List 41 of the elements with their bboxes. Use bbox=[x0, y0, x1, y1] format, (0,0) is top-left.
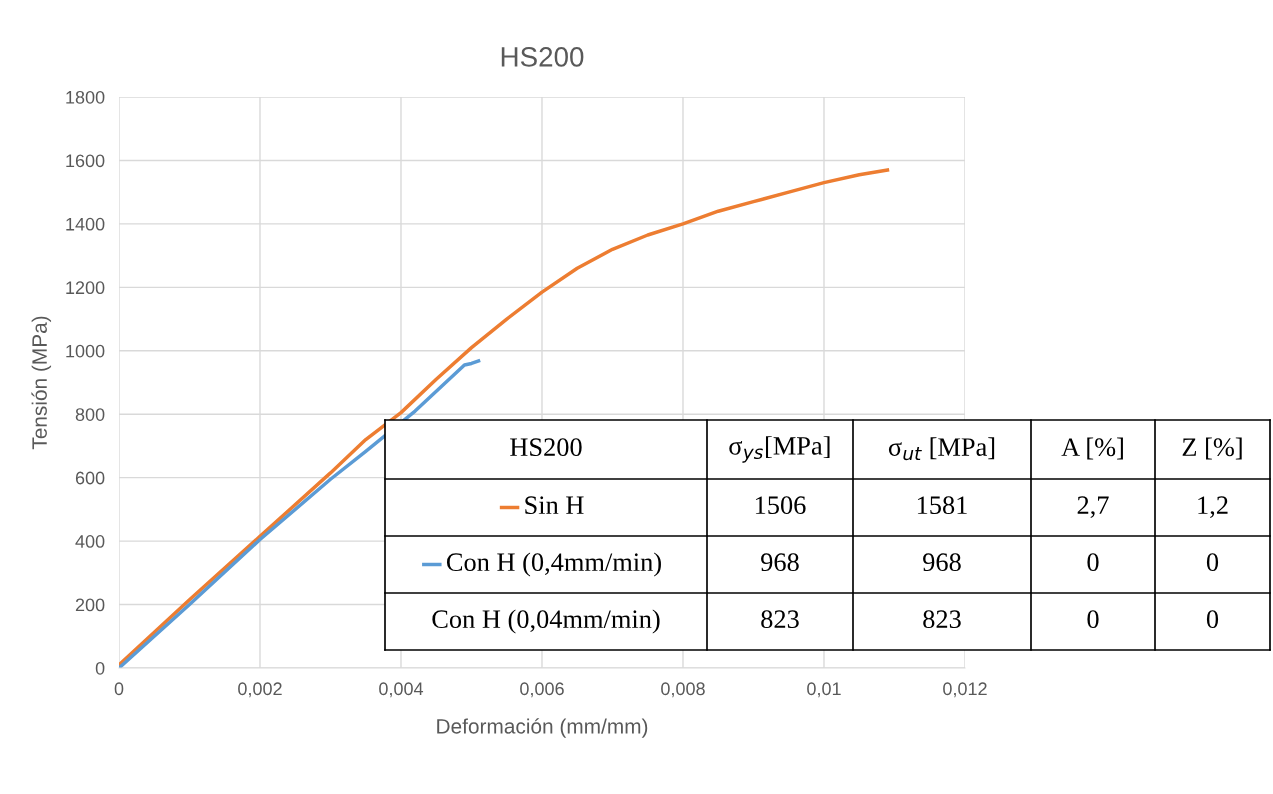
text: Z [%] bbox=[1182, 437, 1242, 460]
annotation: HS200 bbox=[510, 438, 582, 457]
y-tick-label: 1400 bbox=[66, 217, 105, 231]
y-tick-label: 0 bbox=[95, 661, 105, 675]
annotation: 1581 bbox=[917, 496, 967, 515]
x-tick-label: 0 bbox=[114, 682, 124, 696]
text: 0 bbox=[1206, 610, 1219, 629]
x-tick-label: 0,006 bbox=[520, 682, 564, 698]
x-axis-title: Deformación (mm/mm) bbox=[437, 718, 648, 738]
x-tick-label: 0,008 bbox=[661, 682, 705, 698]
y-tick-label: 1600 bbox=[66, 154, 105, 168]
legend-label: Sin H bbox=[525, 496, 584, 515]
annotation: Con H (0,04mm/min) bbox=[432, 609, 660, 634]
y-tick-label: 1200 bbox=[66, 281, 105, 295]
text: 0 bbox=[1087, 553, 1099, 572]
chart-title: HS200 bbox=[501, 47, 584, 67]
y-tick-label: 1000 bbox=[66, 344, 105, 358]
x-tick-label: 0,002 bbox=[238, 682, 282, 698]
annotation: σ$_{ut}$ [MPa] bbox=[888, 437, 995, 461]
x-tick-label: 0,012 bbox=[943, 682, 987, 698]
text: 2,7 bbox=[1077, 496, 1109, 518]
text: 0 bbox=[1206, 553, 1219, 572]
y-tick-label: 1800 bbox=[66, 90, 105, 104]
y-axis-title: Tensión (MPa) bbox=[31, 316, 52, 450]
y-tick-label: 600 bbox=[75, 471, 105, 485]
annotation: 1506 bbox=[755, 496, 806, 515]
text: 0 bbox=[1087, 610, 1099, 629]
text: 1,2 bbox=[1198, 496, 1228, 518]
annotation: 823 bbox=[923, 610, 961, 629]
y-tick-label: 400 bbox=[75, 535, 105, 548]
text: A [%] bbox=[1061, 437, 1123, 460]
annotation: 968 bbox=[923, 553, 961, 572]
x-tick-label: 0,01 bbox=[807, 682, 841, 698]
y-tick-label: 800 bbox=[75, 408, 105, 421]
y-tick-label: 200 bbox=[75, 598, 105, 612]
annotation: 823 bbox=[761, 610, 799, 629]
annotation: 968 bbox=[761, 553, 799, 572]
legend-label: Con H (0,4mm/min) bbox=[446, 552, 661, 577]
annotation: σ$_{ys}$[MPa] bbox=[729, 436, 830, 463]
line-series bbox=[119, 168, 890, 667]
x-tick-label: 0,004 bbox=[379, 682, 424, 698]
